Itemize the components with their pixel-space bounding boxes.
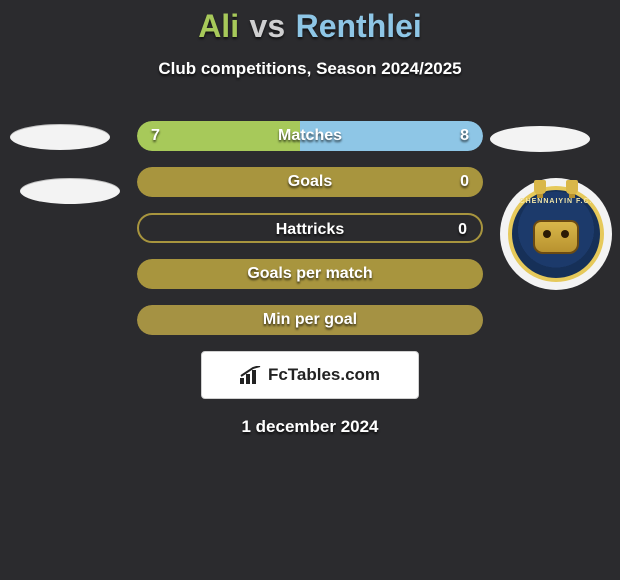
stat-row: Goals per match xyxy=(137,259,483,289)
club-mascot-icon xyxy=(533,220,579,254)
stat-label: Goals xyxy=(137,167,483,197)
stat-label: Min per goal xyxy=(137,305,483,335)
stat-row: Goals0 xyxy=(137,167,483,197)
stat-row: Hattricks0 xyxy=(137,213,483,243)
player2-club-badge: CHENNAIYIN F.C. xyxy=(500,178,612,290)
club-crest: CHENNAIYIN F.C. xyxy=(508,186,604,282)
stat-value-right: 0 xyxy=(460,167,469,197)
chart-icon xyxy=(240,366,262,384)
stat-value-left: 7 xyxy=(151,121,160,151)
player2-name: Renthlei xyxy=(296,8,422,44)
club-name: CHENNAIYIN F.C. xyxy=(512,198,600,205)
comparison-title: Ali vs Renthlei xyxy=(0,0,620,45)
stat-label: Hattricks xyxy=(139,215,481,243)
player2-club-placeholder xyxy=(490,126,590,152)
player1-photo-placeholder xyxy=(20,178,120,204)
trophies-icon xyxy=(512,180,600,194)
player1-club-placeholder xyxy=(10,124,110,150)
stat-value-right: 0 xyxy=(458,215,467,243)
stat-row: Matches7 8 xyxy=(137,121,483,151)
brand-badge[interactable]: FcTables.com xyxy=(201,351,419,399)
stat-label: Matches xyxy=(137,121,483,151)
stat-label: Goals per match xyxy=(137,259,483,289)
player1-name: Ali xyxy=(198,8,239,44)
stat-row: Min per goal xyxy=(137,305,483,335)
stat-value-right: 8 xyxy=(460,121,469,151)
vs-text: vs xyxy=(250,8,286,44)
date-text: 1 december 2024 xyxy=(0,417,620,437)
subtitle: Club competitions, Season 2024/2025 xyxy=(0,59,620,79)
brand-text: FcTables.com xyxy=(268,365,380,385)
